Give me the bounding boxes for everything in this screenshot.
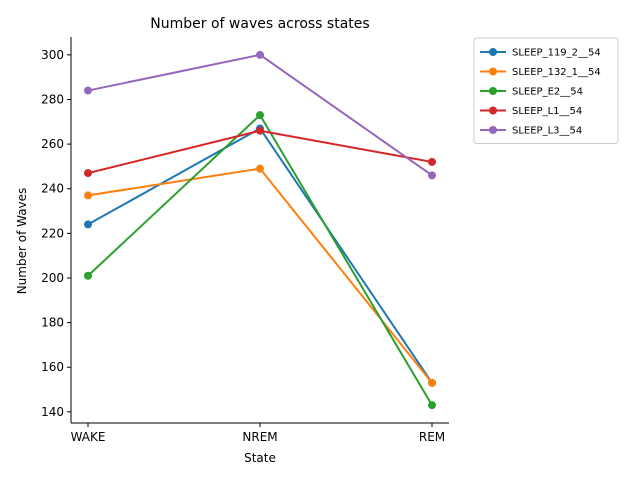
y-tick-label: 280 xyxy=(41,92,64,106)
chart-title: Number of waves across states xyxy=(150,16,369,32)
legend-item: SLEEP_132_1__54 xyxy=(480,67,601,78)
y-tick-label: 240 xyxy=(41,182,64,196)
legend-item: SLEEP_119_2__54 xyxy=(480,48,601,59)
y-tick-label: 200 xyxy=(41,271,64,285)
data-point xyxy=(256,111,264,120)
y-tick-label: 260 xyxy=(41,137,64,151)
legend-swatch-marker xyxy=(489,126,497,134)
data-point xyxy=(256,164,264,173)
x-tick-label: NREM xyxy=(242,430,277,444)
data-point xyxy=(84,86,92,95)
series-SLEEP_E2__54 xyxy=(84,111,436,410)
legend-item: SLEEP_E2__54 xyxy=(480,87,583,98)
data-point xyxy=(428,157,436,166)
y-tick-label: 140 xyxy=(41,405,64,419)
data-point xyxy=(428,401,436,410)
legend-label: SLEEP_E2__54 xyxy=(512,87,583,98)
legend-swatch-marker xyxy=(489,87,497,95)
legend-item: SLEEP_L3__54 xyxy=(480,126,582,137)
legend-label: SLEEP_L3__54 xyxy=(512,126,582,137)
legend-item: SLEEP_L1__54 xyxy=(480,106,582,117)
legend: SLEEP_119_2__54 SLEEP_132_1__54 SLEEP_E2__… xyxy=(473,37,619,144)
y-tick-label: 180 xyxy=(41,316,64,330)
legend-label: SLEEP_132_1__54 xyxy=(512,67,601,78)
legend-label: SLEEP_L1__54 xyxy=(512,106,582,117)
series-line xyxy=(87,167,433,384)
x-axis: WAKE NREM REM xyxy=(71,422,449,444)
series-SLEEP_L3__54 xyxy=(84,50,436,180)
data-point xyxy=(84,191,92,200)
data-point xyxy=(84,271,92,280)
data-point xyxy=(256,126,264,135)
legend-swatch-marker xyxy=(489,106,497,115)
y-axis-label: Number of Waves xyxy=(15,188,29,295)
y-tick-label: 160 xyxy=(41,360,64,374)
y-tick-label: 220 xyxy=(41,226,64,240)
data-point xyxy=(256,50,264,59)
data-point xyxy=(428,171,436,180)
series-line xyxy=(87,114,433,406)
legend-swatch-marker xyxy=(489,48,497,56)
legend-swatch-marker xyxy=(489,67,497,76)
data-point xyxy=(84,169,92,178)
data-point xyxy=(428,378,436,387)
series-SLEEP_L1__54 xyxy=(84,126,436,178)
x-tick-label: WAKE xyxy=(71,430,106,444)
series-layer xyxy=(84,50,436,410)
series-SLEEP_119_2__54 xyxy=(84,124,436,387)
series-SLEEP_132_1__54 xyxy=(84,164,436,387)
x-tick-label: REM xyxy=(419,430,445,444)
legend-box xyxy=(473,37,619,144)
legend-label: SLEEP_119_2__54 xyxy=(512,48,601,59)
x-axis-label: State xyxy=(244,451,276,465)
y-axis: 140 160 180 200 220 240 260 280 300 xyxy=(41,37,72,423)
data-point xyxy=(84,220,92,229)
y-tick-label: 300 xyxy=(41,48,64,62)
